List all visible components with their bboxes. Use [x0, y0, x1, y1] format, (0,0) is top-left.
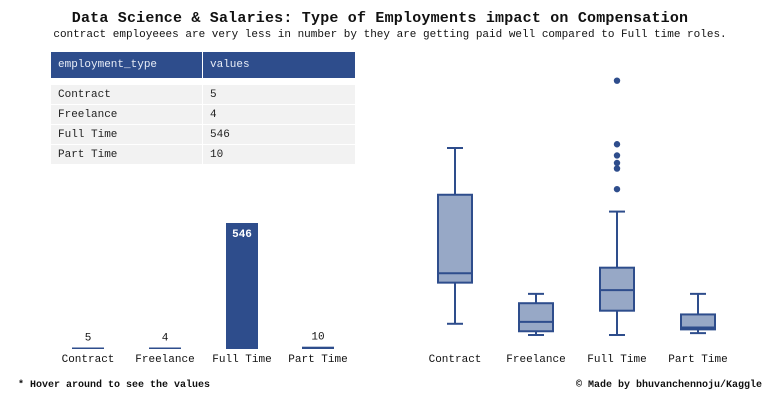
outlier-point	[613, 185, 621, 193]
box-contract	[437, 193, 473, 284]
box-x-tick-label: Contract	[429, 354, 482, 366]
table-header-employment-type: employment_type	[51, 52, 203, 78]
bar-freelance	[149, 347, 181, 349]
bar-x-tick-label: Freelance	[135, 354, 194, 366]
bar-data-label: 5	[85, 333, 92, 345]
bar-part-time	[302, 346, 334, 349]
bar-x-tick-label: Contract	[62, 354, 115, 366]
bar-x-tick-label: Part Time	[288, 354, 347, 366]
outlier-point	[613, 159, 621, 167]
outlier-point	[613, 77, 621, 84]
box-x-tick-label: Part Time	[668, 354, 727, 366]
hover-hint: * Hover around to see the values	[18, 380, 211, 391]
table-cell-value: 4	[202, 104, 356, 125]
table-cell-type: Freelance	[51, 104, 203, 125]
box-x-tick-label: Freelance	[506, 354, 565, 366]
bar-x-tick-label: Full Time	[212, 354, 271, 366]
table-row: Part Time 10	[51, 144, 356, 164]
outlier-point	[613, 141, 621, 148]
chart-subtitle: contract employeees are very less in num…	[53, 29, 727, 41]
bar-data-label: 4	[162, 333, 169, 345]
table-row: Full Time 546	[51, 124, 356, 145]
bar-data-label: 546	[232, 229, 252, 241]
table-cell-value: 5	[202, 84, 356, 105]
table-cell-type: Full Time	[51, 124, 203, 145]
bar-contract	[72, 347, 104, 349]
box-freelance	[518, 302, 554, 333]
table-cell-type: Part Time	[51, 144, 203, 164]
table-cell-type: Contract	[51, 84, 203, 105]
table-cell-value: 10	[202, 144, 356, 164]
table-row: Freelance 4	[51, 104, 356, 125]
chart-title: Data Science & Salaries: Type of Employm…	[71, 10, 689, 27]
table-cell-value: 546	[202, 124, 356, 145]
outlier-point	[613, 165, 621, 172]
credit-text: © Made by bhuvanchennoju/Kaggle	[575, 380, 762, 391]
box-part-time	[680, 313, 716, 331]
bar-data-label: 10	[311, 332, 324, 344]
table-row: Contract 5	[51, 84, 356, 105]
counts-table: employment_type values Contract 5 Freela…	[51, 52, 356, 164]
box-x-tick-label: Full Time	[587, 354, 646, 366]
table-header-values: values	[202, 52, 356, 78]
bar-full-time	[226, 223, 258, 349]
outlier-point	[613, 152, 621, 159]
